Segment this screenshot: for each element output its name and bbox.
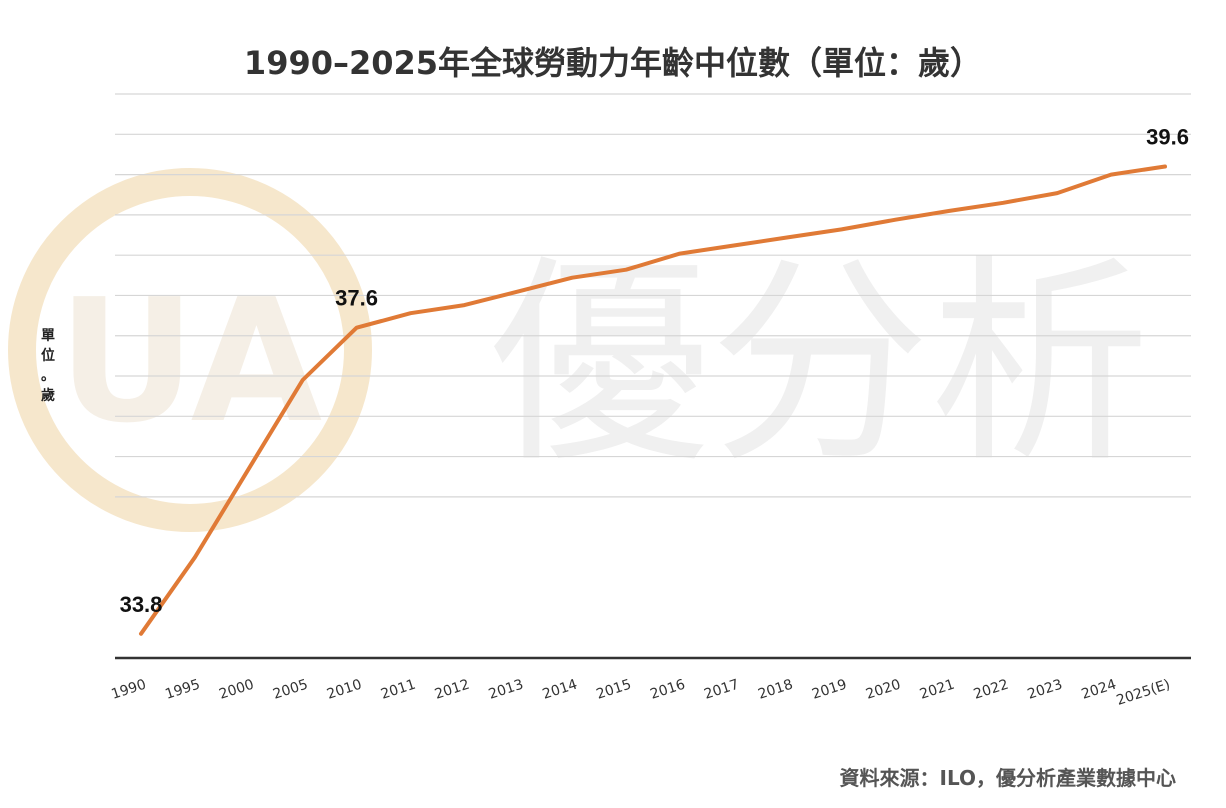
y-axis-label: 單 位 。 歲	[36, 326, 60, 406]
x-tick-label: 1990	[109, 677, 148, 703]
x-tick-label: 2014	[541, 677, 580, 703]
x-tick-label: 1995	[163, 677, 202, 703]
watermark: UA 優分析	[8, 168, 1150, 532]
data-label: 37.6	[335, 286, 378, 311]
y-axis-label-char: 歲	[41, 388, 55, 404]
x-tick-label: 2016	[648, 677, 687, 703]
x-tick-label: 2015	[594, 677, 633, 703]
x-tick-label: 2025(E)	[1115, 677, 1173, 709]
data-label: 33.8	[120, 592, 163, 617]
x-tick-label: 2018	[756, 677, 795, 703]
x-tick-label: 2000	[217, 677, 256, 703]
watermark-text: 優分析	[490, 236, 1150, 492]
x-tick-label: 2017	[702, 677, 741, 703]
x-tick-label: 2013	[487, 677, 526, 703]
chart-title: 1990–2025年全球勞動力年齡中位數（單位：歲）	[243, 44, 983, 82]
y-axis-label-char: 。	[41, 368, 55, 384]
x-tick-label: 2023	[1026, 677, 1065, 703]
x-tick-label: 2005	[271, 677, 310, 703]
watermark-logo-ring	[8, 168, 372, 532]
source-note: 資料來源：ILO，優分析產業數據中心	[839, 766, 1176, 790]
y-axis-label-char: 單	[41, 328, 55, 344]
data-label: 39.6	[1146, 125, 1189, 150]
x-tick-label: 2010	[325, 677, 364, 703]
x-tick-label: 2021	[918, 677, 957, 703]
x-tick-label: 2011	[379, 677, 418, 703]
series-line	[139, 164, 1167, 636]
x-tick-label: 2012	[433, 677, 472, 703]
watermark-logo-letters: UA	[58, 263, 322, 461]
gridlines	[115, 93, 1191, 498]
x-tick-label: 2019	[810, 677, 849, 703]
y-axis-label-char: 位	[41, 348, 55, 364]
data-labels: 33.8 37.6 39.6	[120, 125, 1189, 617]
x-tick-labels: 1990 1995 2000 2005 2010 2011 2012 2013 2014 2015…	[109, 677, 1172, 709]
x-tick-label: 2020	[864, 677, 903, 703]
x-tick-label: 2022	[972, 677, 1011, 703]
x-tick-label: 2024	[1080, 677, 1119, 703]
